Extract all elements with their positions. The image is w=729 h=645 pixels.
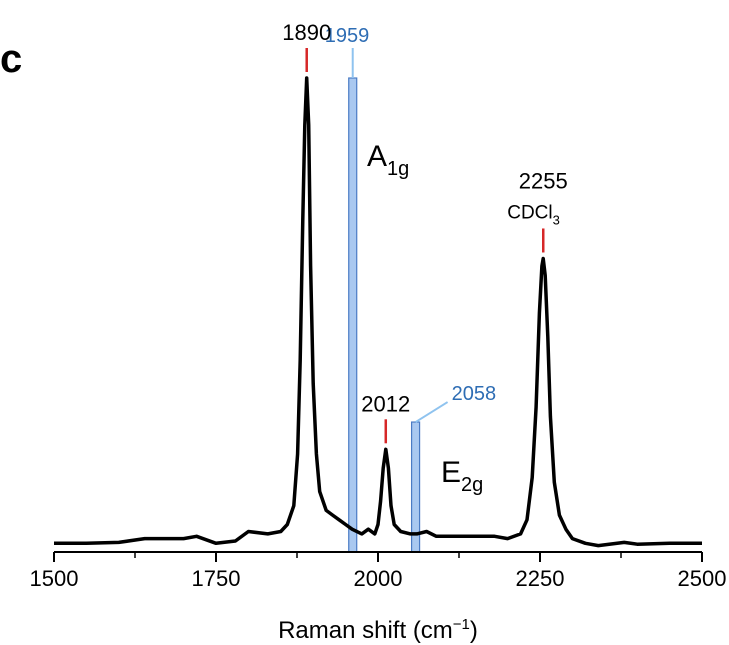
x-axis-title: Raman shift (cm−1) <box>278 616 478 644</box>
spectrum-line <box>54 76 702 548</box>
x-tick-label: 2250 <box>516 566 565 591</box>
peak-label: 1890 <box>282 20 331 45</box>
x-tick-label: 2000 <box>354 566 403 591</box>
solvent-label: CDCl3 <box>507 202 560 227</box>
bar-1959 <box>348 77 358 553</box>
x-tick-label: 2500 <box>678 566 727 591</box>
peak-label: 2012 <box>361 391 410 416</box>
panel-label: c <box>0 37 22 81</box>
x-tick-label: 1750 <box>192 566 241 591</box>
x-tick-label: 1500 <box>30 566 79 591</box>
bar-leader <box>415 401 449 423</box>
x-ticks: 1500 1750 2000 2250 2500 <box>30 552 727 591</box>
bar-label: 1959 <box>325 25 370 47</box>
mode-label: E2g <box>441 456 483 496</box>
peak-label: 2255 <box>519 168 568 193</box>
annotations: 1959 A1g 2058 E2g 1890 2012 2255 CDCl3 <box>282 20 567 496</box>
bar-label: 2058 <box>452 383 497 405</box>
mode-label: A1g <box>367 140 409 180</box>
